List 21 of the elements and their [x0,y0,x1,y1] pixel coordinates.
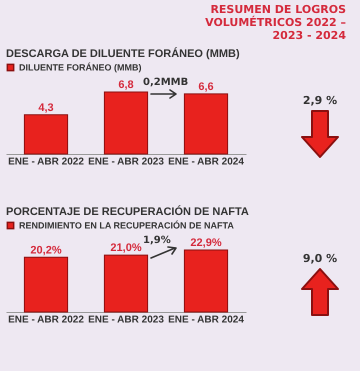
data-label: 4,3 [38,102,54,114]
x-tick-label: ENE - ABR 2024 [168,156,244,168]
x-tick-label: ENE - ABR 2023 [88,314,164,326]
text: 2,9 % [302,94,338,107]
x-tick-label: ENE - ABR 2022 [8,314,84,326]
text: 1,9% [143,235,171,246]
chart-title: PORCENTAJE DE RECUPERACIÓN DE NAFTA [6,205,249,218]
chart-title: DESCARGA DE DILUENTE FORÁNEO (MMB) [6,47,240,60]
text: 9,0 % [302,252,338,265]
text: RESUMEN DE LOGROS VOLUMÉTRICOS 2022 – 2023 - 2024 [204,3,346,42]
data-label: 6,6 [198,80,214,93]
legend-label: DILUENTE FORÁNEO (MMB) [19,62,142,72]
text: 0,2MMB [143,77,188,88]
data-label: 22,9% [190,237,222,249]
x-tick-label: ENE - ABR 2024 [168,314,244,326]
data-label: 20,2% [30,244,62,256]
data-label: 6,8 [118,79,134,91]
x-tick-label: ENE - ABR 2022 [8,156,84,168]
data-label: 21,0% [110,242,142,254]
legend-label: RENDIMIENTO EN LA RECUPERACIÓN DE NAFTA [19,220,234,230]
x-tick-label: ENE - ABR 2023 [88,156,164,168]
